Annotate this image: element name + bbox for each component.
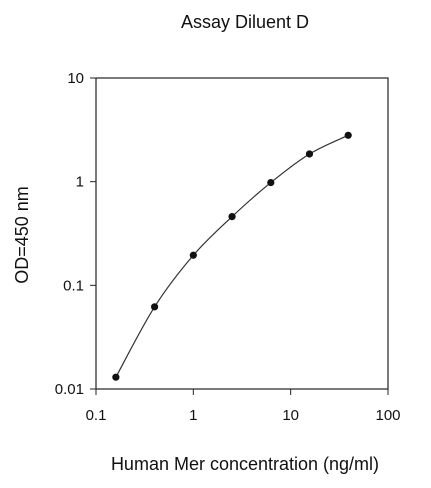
x-tick-label: 0.1 xyxy=(86,407,107,424)
series-line xyxy=(115,134,349,378)
y-tick-label: 1 xyxy=(76,174,84,191)
x-tick-label: 1 xyxy=(189,407,197,424)
y-tick-label: 0.1 xyxy=(63,277,84,294)
y-tick-label: 10 xyxy=(67,70,84,87)
y-axis: 0.01 0.1 1 10 xyxy=(55,70,96,398)
x-tick-label: 10 xyxy=(282,407,299,424)
data-point xyxy=(228,213,236,221)
data-point xyxy=(189,251,197,259)
plot-area-frame xyxy=(95,77,389,390)
data-point xyxy=(344,131,352,139)
data-point xyxy=(112,373,120,381)
y-tick-label: 0.01 xyxy=(55,381,84,398)
data-points xyxy=(112,131,352,381)
data-point xyxy=(151,303,159,311)
x-axis-label: Human Mer concentration (ng/ml) xyxy=(111,454,379,474)
x-tick-label: 100 xyxy=(375,407,400,424)
data-point xyxy=(305,150,314,158)
x-axis: 0.1 1 10 100 xyxy=(86,389,401,424)
data-point xyxy=(267,178,275,187)
chart-title: Assay Diluent D xyxy=(181,12,309,32)
y-axis-label: OD=450 nm xyxy=(12,186,32,284)
